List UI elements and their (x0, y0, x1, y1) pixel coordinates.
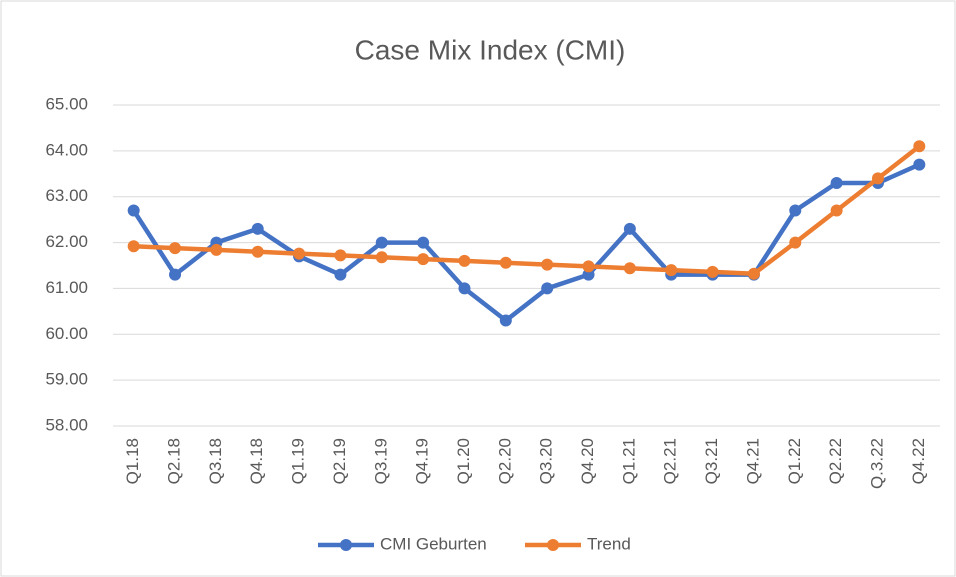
series-line (133, 144, 921, 277)
data-point (375, 236, 388, 249)
y-tick-label: 60.00 (45, 324, 88, 343)
x-tick-label: Q1.18 (123, 438, 142, 484)
data-point (169, 268, 182, 281)
x-tick-label: Q1.21 (619, 438, 638, 484)
data-point (830, 204, 843, 217)
y-tick-label: 62.00 (45, 232, 88, 251)
x-tick-label: Q2.19 (330, 438, 349, 484)
data-point (127, 240, 140, 253)
data-point (541, 282, 554, 295)
x-tick-label: Q4.22 (909, 438, 928, 484)
legend-marker (340, 539, 352, 551)
x-tick-label: Q2.20 (495, 438, 514, 484)
data-point (417, 253, 430, 266)
data-point (127, 204, 140, 217)
data-point (334, 249, 347, 262)
x-tick-label: Q1.20 (454, 438, 473, 484)
data-point (375, 251, 388, 264)
data-point (789, 236, 802, 249)
x-tick-label: Q3.19 (371, 438, 390, 484)
x-tick-label: Q4.20 (578, 438, 597, 484)
data-point (665, 264, 678, 277)
data-point (417, 236, 430, 249)
data-point (582, 260, 595, 273)
x-tick-label: Q.3.22 (867, 438, 886, 489)
data-point (913, 158, 926, 171)
x-tick-label: Q3.20 (537, 438, 556, 484)
x-tick-label: Q4.19 (413, 438, 432, 484)
chart-title: Case Mix Index (CMI) (355, 34, 626, 65)
data-point (210, 243, 223, 256)
data-point (623, 222, 636, 235)
y-tick-label: 64.00 (45, 140, 88, 159)
data-point (499, 256, 512, 269)
data-point (169, 242, 182, 255)
data-point (871, 172, 884, 185)
x-tick-label: Q2.21 (661, 438, 680, 484)
data-point (458, 282, 471, 295)
y-tick-label: 63.00 (45, 186, 88, 205)
data-point (830, 176, 843, 189)
data-point (251, 222, 264, 235)
legend-label: Trend (587, 534, 631, 553)
data-point (706, 265, 719, 278)
data-point (334, 268, 347, 281)
x-tick-label: Q1.22 (785, 438, 804, 484)
data-point (913, 140, 926, 153)
data-point (747, 267, 760, 280)
data-point (789, 204, 802, 217)
series-line (131, 162, 921, 323)
y-tick-label: 61.00 (45, 278, 88, 297)
y-tick-label: 65.00 (45, 94, 88, 113)
x-tick-label: Q3.21 (702, 438, 721, 484)
x-tick-label: Q2.22 (826, 438, 845, 484)
x-tick-label: Q1.19 (289, 438, 308, 484)
x-tick-label: Q4.18 (247, 438, 266, 484)
legend-label: CMI Geburten (380, 534, 487, 553)
data-point (499, 314, 512, 327)
data-point (541, 258, 554, 271)
x-tick-label: Q4.21 (743, 438, 762, 484)
data-point (251, 245, 264, 258)
data-point (582, 268, 595, 281)
y-tick-label: 58.00 (45, 415, 88, 434)
y-tick-label: 59.00 (45, 370, 88, 389)
data-point (293, 247, 306, 260)
data-point (623, 262, 636, 275)
legend-marker (547, 539, 559, 551)
x-tick-label: Q3.18 (206, 438, 225, 484)
x-tick-label: Q2.18 (165, 438, 184, 484)
data-point (458, 254, 471, 267)
